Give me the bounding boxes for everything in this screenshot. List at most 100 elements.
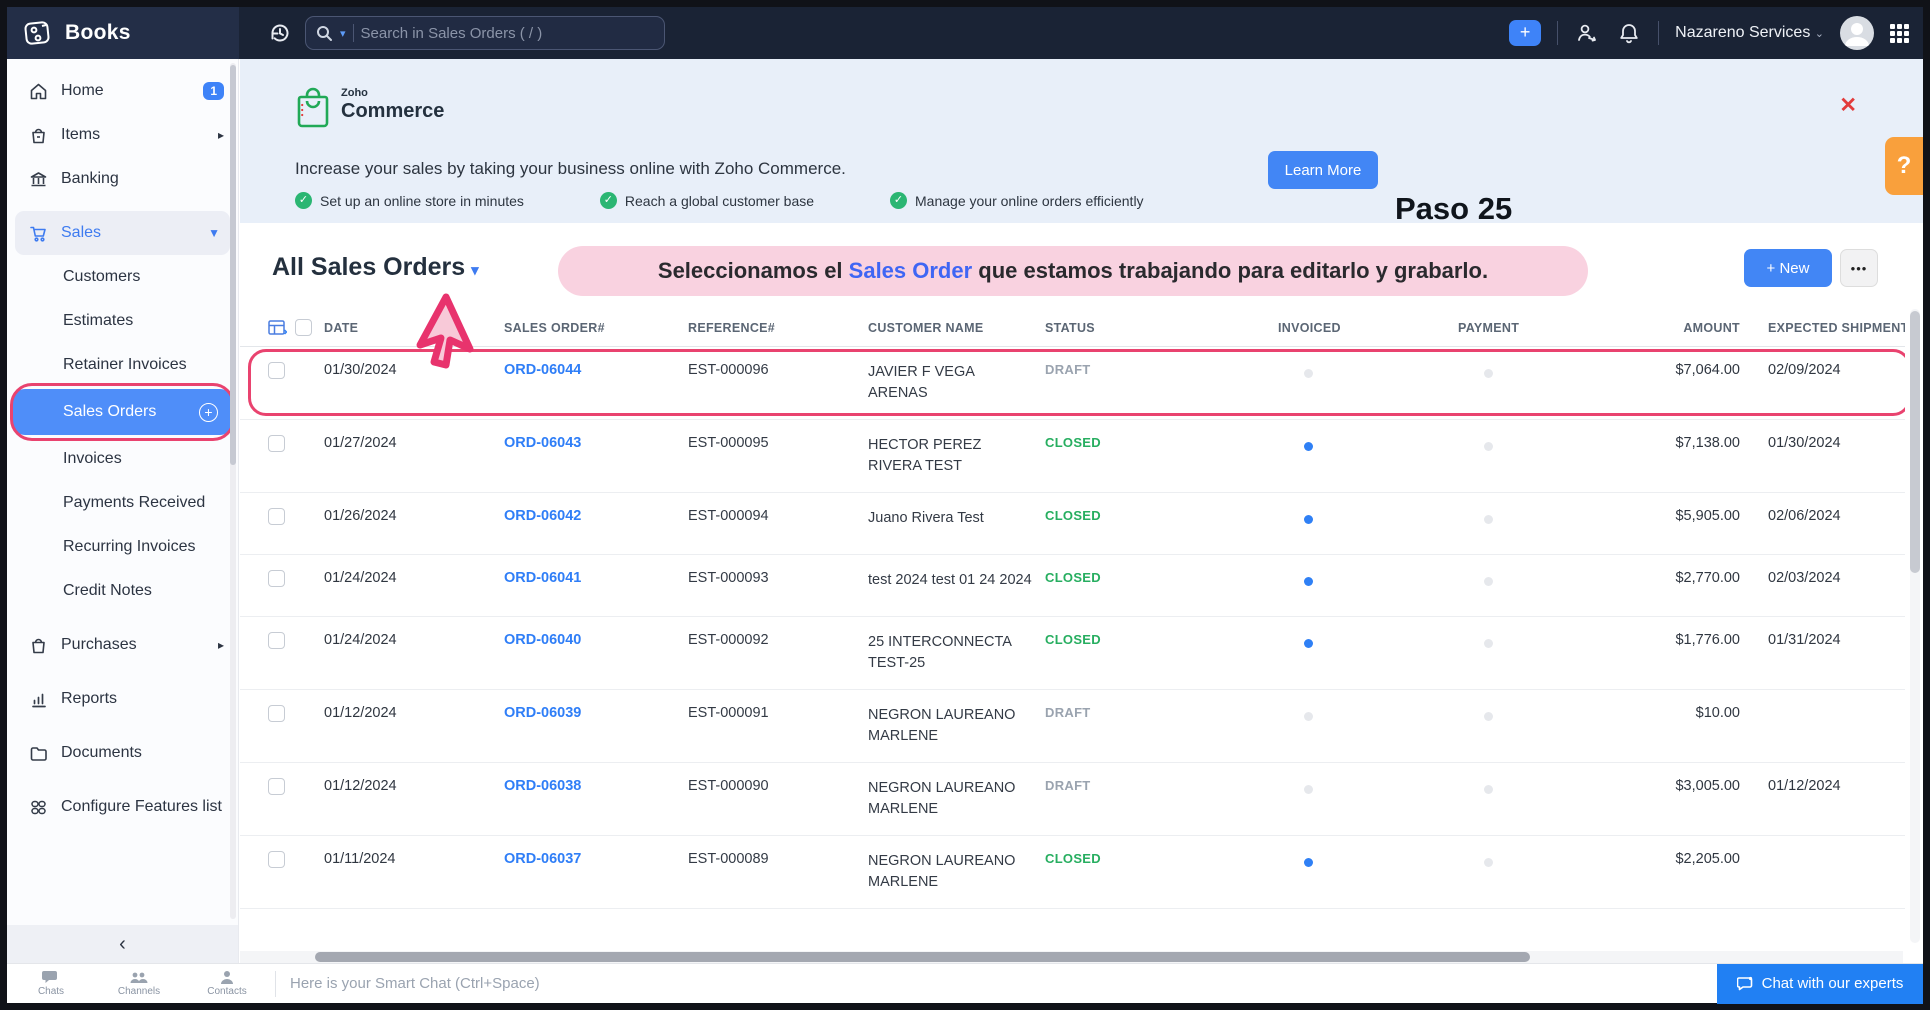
- col-payment[interactable]: PAYMENT: [1458, 321, 1600, 335]
- sidebar-item-retainer-invoices[interactable]: Retainer Invoices: [7, 343, 238, 387]
- smart-chat-input[interactable]: [290, 975, 1717, 992]
- sidebar-item-items[interactable]: Items ▸: [7, 113, 238, 157]
- col-amount[interactable]: AMOUNT: [1600, 321, 1750, 335]
- sidebar-item-credit-notes[interactable]: Credit Notes: [7, 569, 238, 613]
- table-row[interactable]: 01/11/2024 ORD-06037 EST-000089 NEGRON L…: [240, 836, 1905, 909]
- row-checkbox[interactable]: [268, 362, 285, 379]
- col-expected-shipment[interactable]: EXPECTED SHIPMENT: [1750, 321, 1905, 335]
- row-customer: Juano Rivera Test: [868, 508, 1033, 529]
- sidebar-item-estimates[interactable]: Estimates: [7, 299, 238, 343]
- col-customer-name[interactable]: CUSTOMER NAME: [868, 321, 1045, 335]
- smart-chat-bar: Chats Channels Contacts Chat with our ex…: [7, 963, 1923, 1003]
- org-selector[interactable]: Nazareno Services ⌄: [1675, 24, 1824, 42]
- sidebar-label: Sales Orders: [63, 403, 156, 421]
- sidebar-item-reports[interactable]: Reports: [7, 677, 238, 721]
- sales-order-link[interactable]: ORD-06037: [504, 851, 688, 867]
- select-all-checkbox[interactable]: [295, 319, 312, 336]
- table-rows: 01/30/2024 ORD-06044 EST-000096 JAVIER F…: [240, 347, 1905, 909]
- row-status-badge: CLOSED: [1045, 508, 1278, 523]
- search-input[interactable]: [361, 25, 654, 42]
- row-customer: NEGRON LAUREANO MARLENE: [868, 778, 1033, 820]
- add-sales-order-icon[interactable]: +: [199, 403, 218, 422]
- contacts-tab[interactable]: Contacts: [183, 970, 271, 997]
- horizontal-scrollbar[interactable]: [240, 951, 1903, 963]
- recent-history-icon[interactable]: [265, 18, 295, 48]
- col-status[interactable]: STATUS: [1045, 321, 1278, 335]
- sidebar-item-customers[interactable]: Customers: [7, 255, 238, 299]
- more-options-button[interactable]: •••: [1840, 249, 1878, 287]
- sidebar-item-invoices[interactable]: Invoices: [7, 437, 238, 481]
- sidebar-item-sales[interactable]: Sales ▼: [15, 211, 230, 255]
- table-row[interactable]: 01/24/2024 ORD-06041 EST-000093 test 202…: [240, 555, 1905, 617]
- row-checkbox[interactable]: [268, 435, 285, 452]
- sidebar-item-purchases[interactable]: Purchases ▸: [7, 623, 238, 667]
- sales-order-link[interactable]: ORD-06043: [504, 435, 688, 451]
- sidebar-item-banking[interactable]: Banking: [7, 157, 238, 201]
- sidebar: Home 1 Items ▸ Banking Sales ▼ Customers…: [7, 59, 239, 963]
- search-scope-chevron-icon[interactable]: ▾: [340, 27, 346, 40]
- channels-tab[interactable]: Channels: [95, 970, 183, 997]
- sidebar-label: Home: [61, 82, 190, 100]
- sales-order-link[interactable]: ORD-06038: [504, 778, 688, 794]
- row-date: 01/11/2024: [324, 851, 504, 867]
- invoiced-indicator-dot: [1304, 712, 1313, 721]
- row-checkbox[interactable]: [268, 851, 285, 868]
- col-invoiced[interactable]: INVOICED: [1278, 321, 1458, 335]
- sidebar-scrollbar-thumb[interactable]: [230, 65, 236, 465]
- search-divider: [353, 24, 354, 42]
- row-checkbox[interactable]: [268, 778, 285, 795]
- table-row[interactable]: 01/24/2024 ORD-06040 EST-000092 25 INTER…: [240, 617, 1905, 690]
- row-checkbox[interactable]: [268, 570, 285, 587]
- sidebar-item-payments-received[interactable]: Payments Received: [7, 481, 238, 525]
- quick-create-button[interactable]: +: [1509, 20, 1541, 46]
- sidebar-label: Items: [61, 126, 205, 144]
- sales-order-link[interactable]: ORD-06040: [504, 632, 688, 648]
- table-row[interactable]: 01/27/2024 ORD-06043 EST-000095 HECTOR P…: [240, 420, 1905, 493]
- annotation-highlight-ring: [248, 349, 1905, 416]
- chats-tab[interactable]: Chats: [7, 970, 95, 997]
- apps-grid-icon[interactable]: [1890, 24, 1909, 43]
- sales-order-link[interactable]: ORD-06041: [504, 570, 688, 586]
- sidebar-item-home[interactable]: Home 1: [7, 69, 238, 113]
- row-checkbox[interactable]: [268, 632, 285, 649]
- table-row[interactable]: 01/30/2024 ORD-06044 EST-000096 JAVIER F…: [240, 347, 1905, 420]
- col-reference[interactable]: REFERENCE#: [688, 321, 868, 335]
- help-button[interactable]: ?: [1885, 137, 1923, 195]
- horizontal-scrollbar-thumb[interactable]: [315, 952, 1530, 962]
- row-date: 01/24/2024: [324, 570, 504, 586]
- table-row[interactable]: 01/12/2024 ORD-06039 EST-000091 NEGRON L…: [240, 690, 1905, 763]
- sidebar-item-sales-orders[interactable]: Sales Orders +: [13, 389, 232, 435]
- new-sales-order-button[interactable]: + New: [1744, 249, 1832, 287]
- row-customer: test 2024 test 01 24 2024: [868, 570, 1033, 591]
- user-avatar[interactable]: [1840, 16, 1874, 50]
- row-status-badge: CLOSED: [1045, 570, 1278, 585]
- row-amount: $2,205.00: [1600, 851, 1750, 867]
- table-row[interactable]: 01/12/2024 ORD-06038 EST-000090 NEGRON L…: [240, 763, 1905, 836]
- banner-close-icon[interactable]: ✕: [1839, 93, 1857, 118]
- sales-order-link[interactable]: ORD-06044: [504, 362, 688, 378]
- refer-user-icon[interactable]: [1574, 20, 1600, 46]
- sidebar-item-documents[interactable]: Documents: [7, 731, 238, 775]
- sidebar-label: Sales: [61, 224, 195, 242]
- row-reference: EST-000092: [688, 632, 868, 648]
- table-row[interactable]: 01/26/2024 ORD-06042 EST-000094 Juano Ri…: [240, 493, 1905, 555]
- sales-order-link[interactable]: ORD-06042: [504, 508, 688, 524]
- sidebar-collapse-button[interactable]: ‹: [7, 925, 238, 963]
- app-logo[interactable]: Books: [7, 7, 239, 59]
- col-sales-order[interactable]: SALES ORDER#: [504, 321, 688, 335]
- table-view-icon[interactable]: [268, 320, 287, 336]
- check-icon: ✓: [295, 192, 312, 209]
- notifications-bell-icon[interactable]: [1616, 20, 1642, 46]
- sales-order-link[interactable]: ORD-06039: [504, 705, 688, 721]
- row-checkbox[interactable]: [268, 705, 285, 722]
- chat-with-experts-button[interactable]: Chat with our experts: [1717, 964, 1923, 1004]
- row-checkbox[interactable]: [268, 508, 285, 525]
- vertical-scrollbar-thumb[interactable]: [1910, 311, 1920, 573]
- reports-icon: [29, 690, 48, 709]
- sidebar-item-configure-features[interactable]: Configure Features list: [7, 785, 238, 829]
- view-selector[interactable]: All Sales Orders▾: [272, 253, 479, 282]
- learn-more-button[interactable]: Learn More: [1268, 151, 1378, 189]
- row-reference: EST-000095: [688, 435, 868, 451]
- sidebar-item-recurring-invoices[interactable]: Recurring Invoices: [7, 525, 238, 569]
- check-icon: ✓: [600, 192, 617, 209]
